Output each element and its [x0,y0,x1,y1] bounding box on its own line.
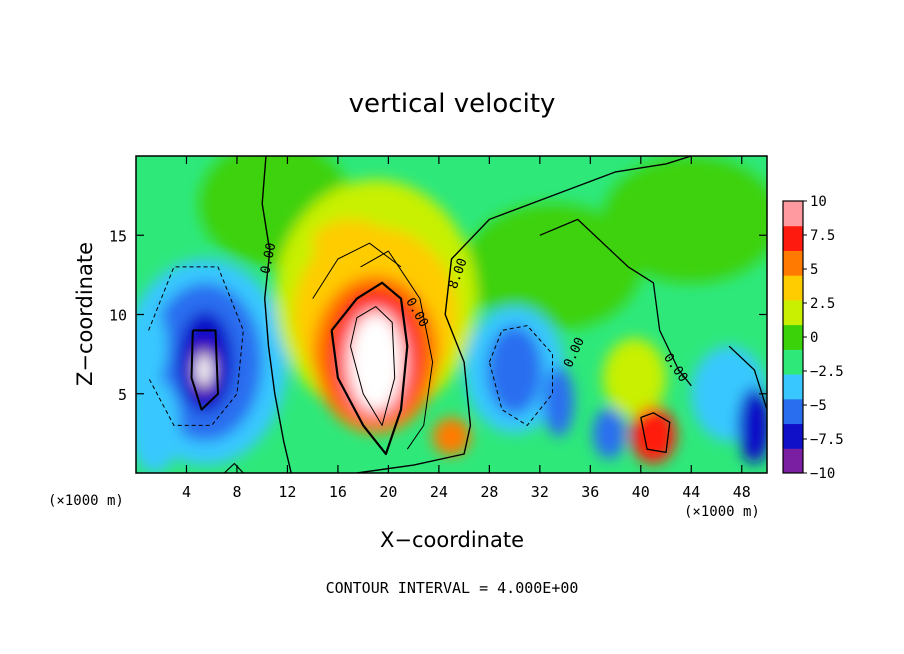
contour-line [190,329,219,411]
contour-line [223,462,244,473]
x-tick-label: 20 [379,483,397,501]
velocity-blob [486,325,543,415]
velocity-blob [136,306,168,386]
velocity-blob [543,366,574,437]
x-unit-label-left: (×1000 m) [48,493,124,509]
contour-line [728,345,767,410]
velocity-blob [312,219,389,267]
y-axis-label: Z−coordinate [73,242,97,386]
colorbar-segment [783,225,803,251]
velocity-blob [136,377,181,473]
colorbar-segment [783,374,803,400]
x-axis-label: X−coordinate [380,528,524,552]
x-tick-label: 36 [581,483,599,501]
y-tick-label: 10 [109,307,127,325]
contour-label: 0.00 [258,241,279,275]
contour-line [261,156,292,473]
colorbar-tick-label: 7.5 [810,228,835,244]
x-tick-label: 24 [430,483,448,501]
colorbar-tick-label: 2.5 [810,296,835,312]
colorbar: 10 7.5 5 2.5 0 −2.5 −5 −7.5 −10 [782,194,844,482]
y-tick-label: 5 [118,386,127,404]
plot-area: 0.000.008.000.00 0.00 [136,156,767,473]
colorbar-tick-label: −5 [810,398,827,414]
colorbar-tick-label: −2.5 [810,364,844,380]
x-tick-label: 12 [278,483,296,501]
contour-lines [148,156,767,473]
contour-line [148,266,244,426]
x-tick-label: 28 [480,483,498,501]
colorbar-segment [783,275,803,301]
contour-line [488,325,553,426]
colorbar-tick-label: −7.5 [810,432,844,448]
x-tick-label: 32 [531,483,549,501]
colorbar-tick-label: 10 [810,194,827,210]
contour-line [356,156,692,473]
x-axis: 4 8 12 16 20 24 28 32 36 40 44 48 [182,156,751,501]
x-tick-label: 44 [682,483,700,501]
contour-line [640,412,671,454]
contour-interval-note: CONTOUR INTERVAL = 4.000E+00 [326,579,579,597]
x-tick-label: 8 [232,483,241,501]
velocity-blob [464,203,641,331]
velocity-blob [592,408,626,459]
colorbar-segment [783,398,803,425]
velocity-blob [737,387,767,464]
y-tick-label: 15 [109,227,127,245]
colorbar-tick-label: −10 [810,466,835,482]
y-axis: 5 10 15 [109,227,767,404]
x-tick-label: 16 [329,483,347,501]
velocity-blob [602,338,667,418]
x-unit-label-right: (×1000 m) [684,504,760,520]
velocity-blob [432,417,471,456]
colorbar-tick-label: 5 [810,262,818,278]
colorbar-segment [783,423,803,449]
velocity-blob [630,406,677,464]
velocity-blob [196,354,212,386]
colorbar-segment [783,349,803,375]
x-tick-label: 40 [632,483,650,501]
colorbar-segment [783,324,803,350]
contour-line [350,306,396,426]
contour-line [330,281,409,456]
colorbar-segment [783,201,803,227]
x-tick-label: 4 [182,483,191,501]
colorbar-segment [783,299,803,326]
colorbar-segment [783,448,803,474]
x-tick-label: 48 [733,483,751,501]
chart-title: vertical velocity [349,89,556,119]
colorbar-tick-label: 0 [810,330,818,346]
contour-line [539,218,692,387]
velocity-field [136,156,767,473]
velocity-blob [602,156,767,283]
velocity-blob [350,314,402,410]
colorbar-segment [783,250,803,276]
contour-line [312,242,402,299]
